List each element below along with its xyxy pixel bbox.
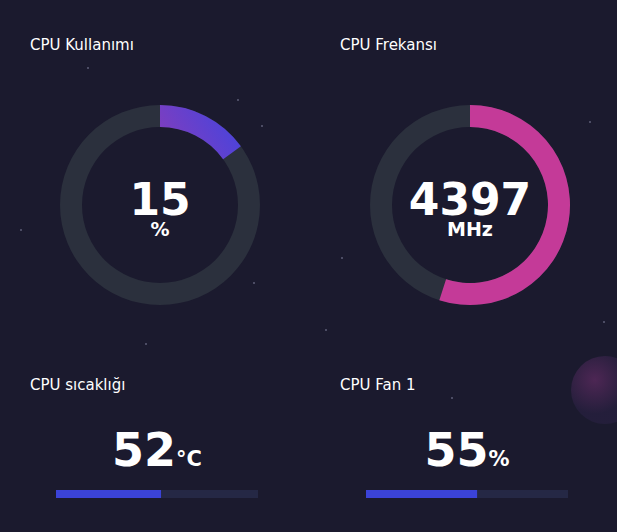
star — [341, 257, 343, 259]
star — [325, 329, 327, 331]
stars — [20, 67, 605, 399]
background — [0, 0, 617, 532]
panel: CPU Fan 1 55% — [340, 376, 568, 498]
unit: % — [488, 447, 509, 471]
gauge-track — [370, 105, 570, 305]
gauge-unit: MHz — [447, 218, 493, 240]
progress-track — [56, 490, 258, 498]
progress-bar — [56, 490, 161, 498]
panel-title: CPU sıcaklığı — [30, 376, 125, 394]
star — [237, 99, 239, 101]
panel: CPU Frekansı4397MHz — [340, 36, 570, 305]
progress-track — [366, 490, 568, 498]
panel-title: CPU Fan 1 — [340, 376, 416, 394]
progress-marks — [366, 490, 477, 498]
unit: °C — [176, 447, 202, 471]
value-label: 55% — [424, 423, 509, 477]
star — [451, 397, 453, 399]
gauge — [370, 105, 570, 305]
gauge-unit: % — [150, 218, 169, 240]
panel-title: CPU Kullanımı — [30, 36, 134, 54]
gauge-arc — [160, 105, 241, 159]
value: 52 — [112, 423, 176, 477]
star — [603, 321, 605, 323]
value-label: 52°C — [112, 423, 202, 477]
dashboard: CPU Kullanımı15% CPU Frekansı4397MHz CPU s… — [0, 0, 617, 532]
star — [253, 282, 255, 284]
progress-bar — [366, 490, 477, 498]
gauge — [60, 105, 260, 305]
star — [145, 343, 147, 345]
panel: CPU Kullanımı15% — [30, 36, 260, 305]
star — [261, 125, 263, 127]
star — [20, 229, 22, 231]
star — [87, 67, 89, 69]
planet — [571, 356, 617, 424]
panel: CPU sıcaklığı 52°C — [30, 376, 258, 498]
progress-marks — [56, 490, 161, 498]
panel-title: CPU Frekansı — [340, 36, 437, 54]
value: 55 — [424, 423, 488, 477]
star — [589, 121, 591, 123]
gauge-marks — [160, 105, 241, 159]
gauge-track — [60, 105, 260, 305]
